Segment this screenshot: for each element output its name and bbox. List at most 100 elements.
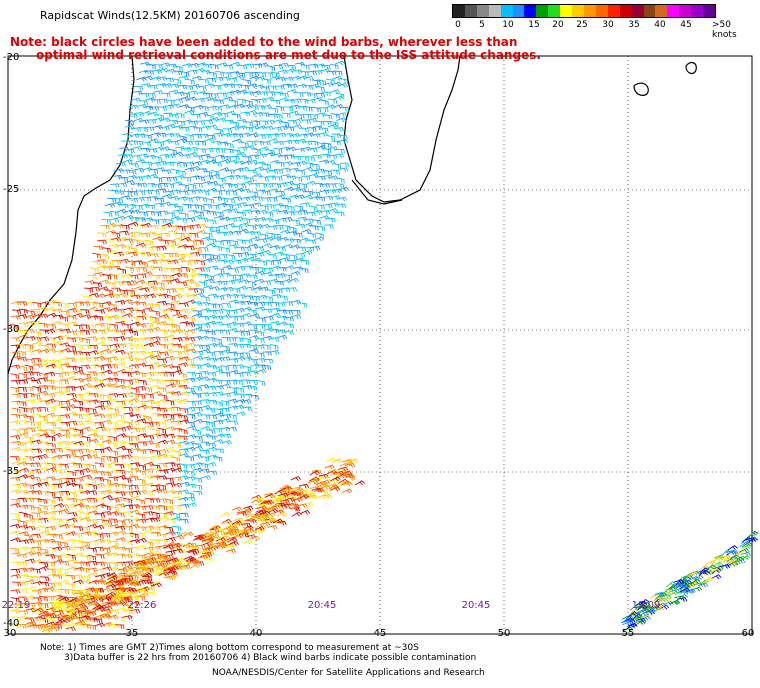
- wind-barb: [123, 504, 134, 510]
- wind-barb: [192, 364, 202, 369]
- wind-barb: [178, 379, 189, 384]
- wind-barb: [46, 624, 57, 630]
- wind-barb: [134, 112, 145, 117]
- wind-barb: [18, 308, 28, 314]
- wind-barb: [38, 610, 49, 616]
- wind-barb: [126, 587, 138, 593]
- wind-barb: [252, 148, 262, 155]
- wind-barb: [129, 406, 140, 412]
- wind-barb: [185, 133, 194, 140]
- wind-barb: [251, 231, 262, 236]
- wind-barb: [102, 357, 112, 363]
- wind-barb: [72, 313, 84, 318]
- wind-barb: [101, 539, 112, 544]
- scale-label: 15: [528, 20, 540, 30]
- wind-barb: [74, 546, 85, 552]
- pass-time-3: 20:45: [307, 600, 337, 611]
- wind-barb: [94, 568, 105, 574]
- wind-barb: [199, 274, 209, 279]
- wind-barb: [122, 299, 133, 305]
- wind-barb: [635, 617, 647, 623]
- wind-barb: [130, 97, 141, 103]
- wind-barb: [39, 490, 49, 497]
- wind-barb: [205, 198, 215, 204]
- wind-barb: [158, 337, 169, 342]
- wind-barb: [270, 265, 281, 271]
- wind-barb: [179, 391, 190, 397]
- wind-barb: [80, 467, 91, 473]
- wind-barb: [143, 386, 153, 393]
- wind-barb: [233, 216, 244, 222]
- wind-barb: [147, 259, 158, 265]
- wind-barb: [89, 267, 99, 274]
- wind-barb: [46, 422, 57, 427]
- wind-barb: [239, 252, 250, 257]
- wind-barb: [228, 189, 237, 196]
- wind-barb: [87, 624, 97, 631]
- wind-barb: [137, 358, 147, 363]
- wind-barb: [222, 128, 233, 133]
- wind-barb: [136, 478, 146, 485]
- wind-barb: [94, 434, 104, 441]
- wind-barb: [24, 386, 34, 392]
- wind-barb: [53, 314, 64, 320]
- wind-barb: [310, 133, 321, 138]
- wind-barb: [108, 441, 118, 448]
- wind-barb: [190, 84, 201, 89]
- wind-barb: [328, 98, 338, 104]
- wind-barb: [128, 578, 140, 584]
- wind-barb: [46, 498, 56, 505]
- wind-barb: [101, 547, 111, 553]
- island-2: [633, 82, 649, 96]
- wind-barb: [241, 379, 251, 384]
- wind-barb: [228, 293, 239, 299]
- wind-barb: [180, 127, 190, 132]
- wind-barb: [133, 260, 144, 265]
- wind-barb: [53, 366, 64, 371]
- wind-barb: [178, 428, 188, 435]
- wind-barb: [147, 280, 158, 286]
- wind-barb: [116, 433, 127, 438]
- wind-barb: [326, 217, 336, 223]
- wind-barb: [172, 268, 183, 273]
- wind-barb: [144, 393, 154, 399]
- wind-barb: [200, 363, 211, 368]
- wind-barb: [307, 117, 318, 123]
- wind-barb: [81, 435, 91, 442]
- wind-barb: [154, 197, 165, 203]
- wind-barb: [25, 415, 34, 422]
- wind-barb: [195, 97, 206, 103]
- wind-barb: [251, 257, 262, 263]
- wind-barb: [122, 336, 133, 342]
- wind-barb: [105, 583, 117, 589]
- wind-barb: [236, 98, 246, 104]
- wind-barb: [278, 295, 288, 301]
- wind-barb: [60, 310, 70, 317]
- wind-barb: [157, 484, 167, 491]
- wind-barb: [213, 455, 223, 462]
- wind-barb: [228, 540, 239, 546]
- wind-barb: [87, 505, 98, 511]
- wind-barb: [116, 546, 127, 552]
- wind-barb: [234, 274, 244, 280]
- wind-barb: [234, 356, 246, 362]
- wind-barb: [166, 212, 176, 217]
- wind-barb: [298, 210, 309, 215]
- wind-barb: [276, 302, 286, 307]
- wind-barb: [87, 572, 99, 577]
- wind-barb: [315, 175, 326, 181]
- wind-barb: [60, 454, 71, 459]
- wind-barb: [73, 526, 84, 531]
- wind-barb: [101, 484, 112, 489]
- wind-barb: [53, 349, 64, 355]
- wind-barb: [157, 398, 168, 404]
- wind-barb: [115, 616, 126, 622]
- wind-barb: [322, 82, 333, 88]
- wind-barb: [115, 598, 127, 604]
- wind-barb: [179, 518, 189, 524]
- wind-barb: [670, 588, 681, 594]
- wind-barb: [51, 432, 63, 438]
- wind-barb: [25, 358, 36, 364]
- wind-barb: [10, 456, 20, 461]
- wind-barb: [32, 313, 43, 319]
